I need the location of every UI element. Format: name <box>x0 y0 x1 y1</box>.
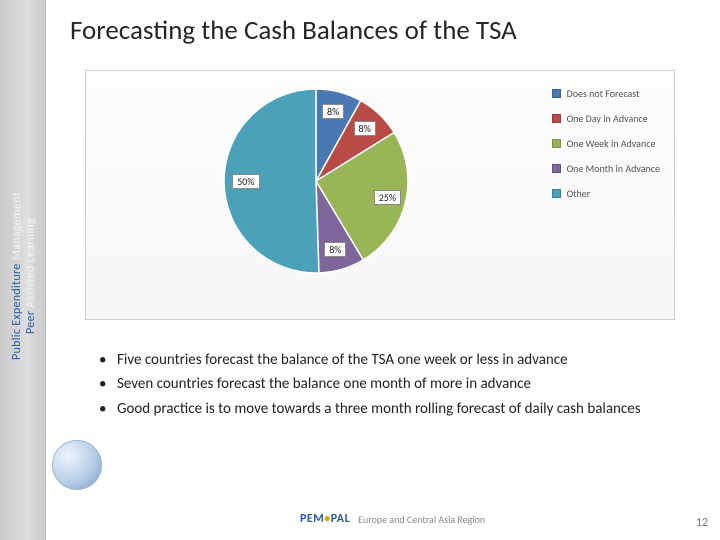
bullet-item: Five countries forecast the balance of t… <box>95 350 675 370</box>
side-line2b: Assisted <box>24 265 38 307</box>
legend-item: One Week in Advance <box>552 137 660 150</box>
pie-chart: 8% 8% 25% 8% 50% <box>216 81 416 281</box>
legend-swatch <box>552 114 561 123</box>
legend-label: One Day in Advance <box>567 112 648 125</box>
page-number: 12 <box>696 516 708 530</box>
footer-sub: Europe and Central Asia Region <box>358 513 485 526</box>
page-title: Forecasting the Cash Balances of the TSA <box>70 14 517 47</box>
legend-item: One Month in Advance <box>552 162 660 175</box>
pie-slice-label: 25% <box>374 190 401 205</box>
legend-swatch <box>552 89 561 98</box>
pie-slice-label: 8% <box>322 104 344 119</box>
bullet-item: Seven countries forecast the balance one… <box>95 374 675 394</box>
side-line1b: Management <box>10 192 24 260</box>
side-line2c: Learning <box>24 218 38 262</box>
footer-brand: PEM•PAL <box>300 512 350 526</box>
legend-item: Does not Forecast <box>552 87 660 100</box>
legend-item: One Day in Advance <box>552 112 660 125</box>
legend-swatch <box>552 164 561 173</box>
side-banner-text: Public Expenditure Management Peer Assis… <box>10 156 38 396</box>
legend-item: Other <box>552 187 660 200</box>
chart-container: 8% 8% 25% 8% 50% Does not Forecast One Day in… <box>85 70 675 320</box>
footer-logo: PEM•PAL Europe and Central Asia Region <box>300 512 485 526</box>
legend-label: Does not Forecast <box>567 87 640 100</box>
pie-slice-label: 8% <box>354 121 376 136</box>
side-line2a: Peer <box>24 311 38 334</box>
side-line1a: Public Expenditure <box>10 263 24 360</box>
legend-label: One Month in Advance <box>567 162 660 175</box>
slide: Public Expenditure Management Peer Assis… <box>0 0 720 540</box>
chart-legend: Does not Forecast One Day in Advance One W… <box>552 87 660 212</box>
pie-slice-label: 50% <box>232 174 259 189</box>
legend-swatch <box>552 189 561 198</box>
side-banner: Public Expenditure Management Peer Assis… <box>0 0 46 540</box>
legend-swatch <box>552 139 561 148</box>
legend-label: Other <box>567 187 591 200</box>
globe-icon <box>52 440 102 490</box>
bullet-list: Five countries forecast the balance of t… <box>95 350 675 423</box>
pie-slice-label: 8% <box>324 242 346 257</box>
bullet-item: Good practice is to move towards a three… <box>95 399 675 419</box>
legend-label: One Week in Advance <box>567 137 656 150</box>
